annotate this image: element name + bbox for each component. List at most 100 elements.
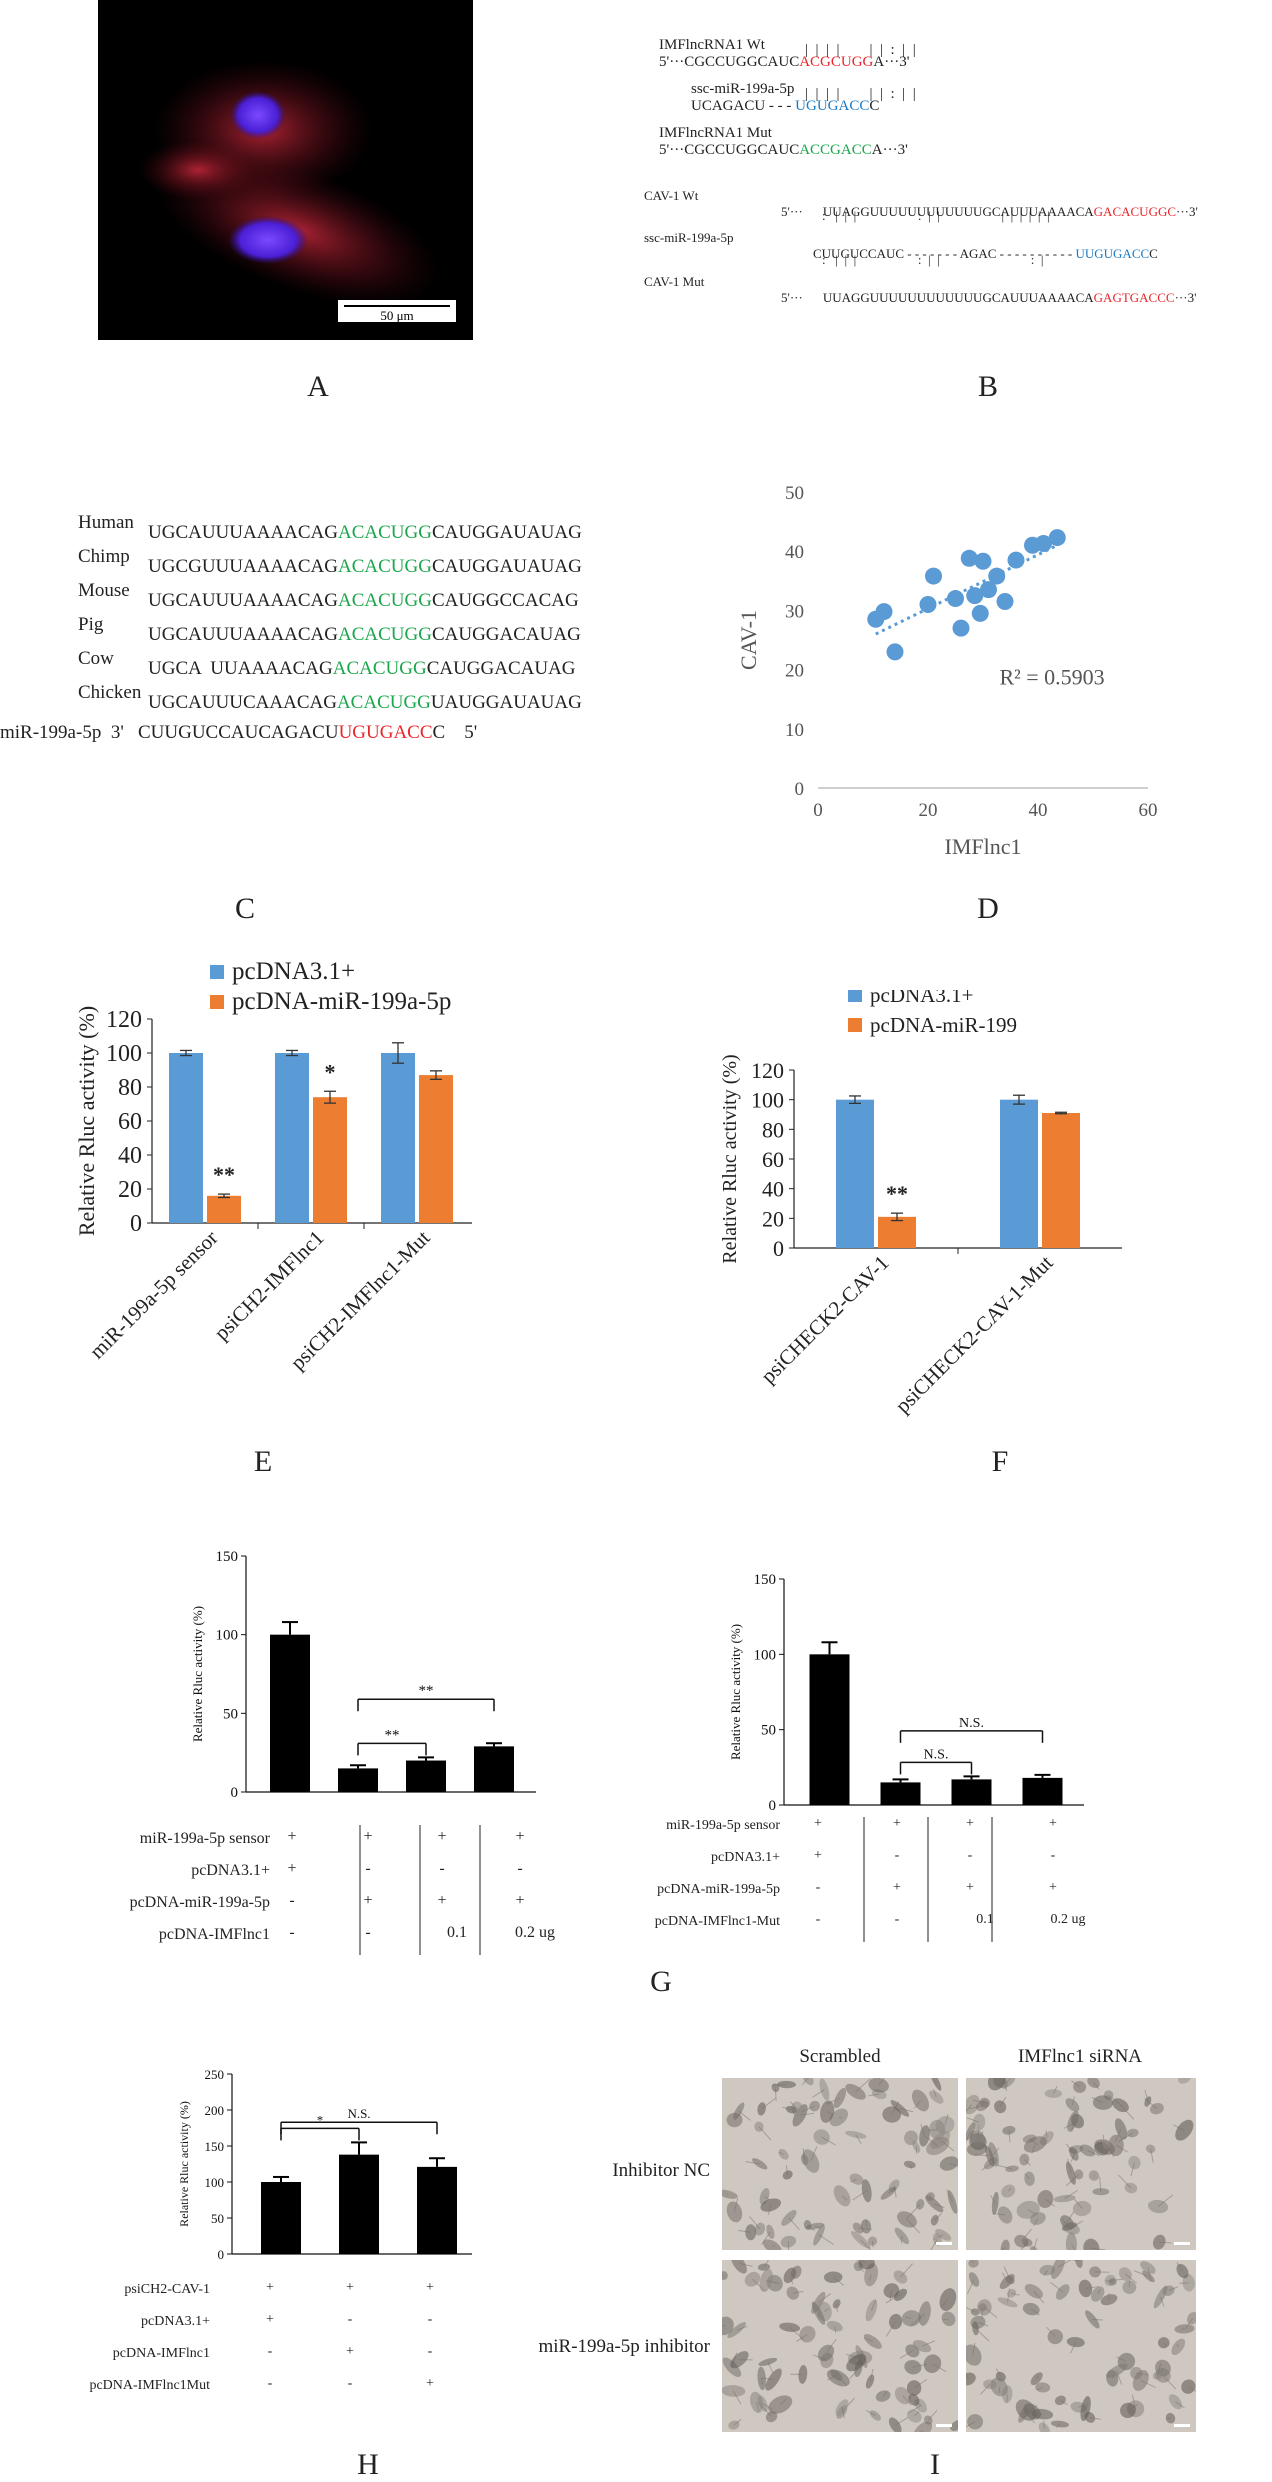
scatter-point <box>925 568 942 585</box>
y-tick-label: 80 <box>762 1117 784 1142</box>
cell-process <box>727 2194 728 2195</box>
bar <box>169 1053 203 1223</box>
y-tick-label: 30 <box>785 601 804 622</box>
cav-mut-seq: UUAGGUUUUUUUUUUUUGCAUUUAAAACA <box>823 290 1094 305</box>
y-tick-label: 100 <box>205 2175 225 2190</box>
cav-mir-suffix: C <box>1149 246 1158 261</box>
alignment-row: UGCA UUAAAACAGACACUGGCAUGGACAUAG <box>148 658 576 680</box>
condition-cell: + <box>330 2280 370 2296</box>
y-tick-label: 120 <box>751 1058 784 1083</box>
bar <box>313 1097 347 1223</box>
category-label: psiCHECK2-CAV-1-Mut <box>890 1250 1057 1417</box>
y-tick-label: 40 <box>118 1143 142 1169</box>
y-tick-label: 200 <box>205 2103 225 2118</box>
scale-bar <box>936 2242 952 2245</box>
condition-cell: + <box>250 2280 290 2296</box>
y-tick-label: 120 <box>106 1007 142 1033</box>
condition-label: pcDNA-miR-199a-5p <box>40 1894 270 1912</box>
cav-mut-prefix: 5'··· <box>781 290 803 305</box>
alignment-row: UGCAUUUAAAACAGACACUGGCAUGGACAUAG <box>148 624 581 646</box>
alignment-row: UGCAUUUCAAACAGACACUGGUAUGGAUAUAG <box>148 692 582 714</box>
alignment-row: UGCAUUUAAAACAGACACUGGCAUGGCCACAG <box>148 590 579 612</box>
panel-label-g: G <box>631 1965 691 1999</box>
r-squared-annotation: R² = 0.5903 <box>1000 664 1105 689</box>
scale-bar <box>1174 2242 1190 2245</box>
species-label: Human <box>78 512 134 534</box>
scatter-point <box>887 643 904 660</box>
y-tick-label: 10 <box>785 720 804 741</box>
cell-process <box>1092 2319 1102 2320</box>
y-axis-label: Relative Rluc activity (%) <box>720 1054 741 1263</box>
species-label: Cow <box>78 648 114 670</box>
scatter-point <box>975 553 992 570</box>
y-tick-label: 250 <box>205 2067 225 2082</box>
significance-mark: ** <box>886 1181 908 1206</box>
scatter-point <box>997 593 1014 610</box>
alignment-row: UGCAUUUAAAACAGACACUGGCAUGGAUAUAG <box>148 522 582 544</box>
condition-cell: - <box>410 2344 450 2360</box>
y-axis-label: CAV-1 <box>736 610 761 670</box>
condition-label: pcDNA-IMFlnc1Mut <box>30 2378 210 2394</box>
species-label: Chicken <box>78 682 141 704</box>
bar <box>810 1654 850 1805</box>
condition-label: pcDNA-IMFlnc1 <box>30 2346 210 2362</box>
y-tick-label: 0 <box>218 2247 225 2262</box>
y-tick-label: 0 <box>231 1785 239 1801</box>
bar <box>1000 1100 1038 1248</box>
cell-process <box>1094 2176 1095 2177</box>
cav-pairing-2: : | | | : | | : | <box>822 252 1043 268</box>
legend-swatch <box>848 990 862 1002</box>
panel-label-e: E <box>233 1445 293 1479</box>
significance-mark: ** <box>385 1727 400 1743</box>
bar <box>261 2182 301 2254</box>
row-label-inhibitor-nc: Inhibitor NC <box>560 2160 710 2182</box>
imf-mut-suffix: A···3' <box>872 142 908 158</box>
scatter-point <box>972 605 989 622</box>
bar <box>339 2155 379 2254</box>
bar <box>406 1761 446 1792</box>
y-tick-label: 50 <box>785 483 804 504</box>
g-left-dividers <box>300 1820 560 1960</box>
x-axis-label: IMFlnc1 <box>945 834 1022 859</box>
panel-label-f: F <box>970 1445 1030 1479</box>
condition-label: psiCH2-CAV-1 <box>30 2282 210 2298</box>
imf-mut-site: ACCGACC <box>799 142 872 158</box>
significance-mark: N.S. <box>924 1747 949 1762</box>
y-axis-label: Relative Rluc activity (%) <box>190 1606 205 1742</box>
bar <box>419 1075 453 1223</box>
significance-mark: N.S. <box>959 1716 984 1731</box>
bar <box>381 1053 415 1223</box>
condition-cell: + <box>410 2280 450 2296</box>
legend-swatch <box>210 995 224 1009</box>
panel-label-c: C <box>215 892 275 926</box>
scale-bar <box>1174 2424 1190 2427</box>
condition-label: pcDNA-IMFlnc1-Mut <box>560 1914 780 1930</box>
imf-mut-label: IMFlncRNA1 Mut <box>659 125 772 141</box>
condition-cell: - <box>330 2312 370 2328</box>
cav-wt-prefix: 5'··· <box>781 204 803 219</box>
y-axis-label: Relative Rluc activity (%) <box>74 1006 99 1236</box>
cav-wt-suffix: ···3' <box>1176 204 1198 219</box>
condition-cell: - <box>250 2344 290 2360</box>
fluorescence-image: 50 μm <box>98 0 473 340</box>
imf-mir-label: ssc-miR-199a-5p <box>691 81 794 97</box>
y-tick-label: 20 <box>762 1206 784 1231</box>
bar <box>1042 1113 1080 1248</box>
condition-cell: + <box>410 2376 450 2392</box>
micrograph-scrambled-inhibitor <box>722 2260 958 2432</box>
scale-bar <box>936 2424 952 2427</box>
legend-swatch <box>848 1018 862 1032</box>
condition-label: miR-199a-5p sensor <box>40 1830 270 1848</box>
column-header-scrambled: Scrambled <box>720 2046 960 2068</box>
condition-label: pcDNA-IMFlnc1 <box>40 1926 270 1944</box>
x-tick-label: 20 <box>919 800 938 821</box>
condition-cell: + <box>330 2344 370 2360</box>
scatter-point <box>1049 529 1066 546</box>
bar <box>207 1196 241 1223</box>
y-tick-label: 60 <box>762 1147 784 1172</box>
scatter-point <box>876 603 893 620</box>
